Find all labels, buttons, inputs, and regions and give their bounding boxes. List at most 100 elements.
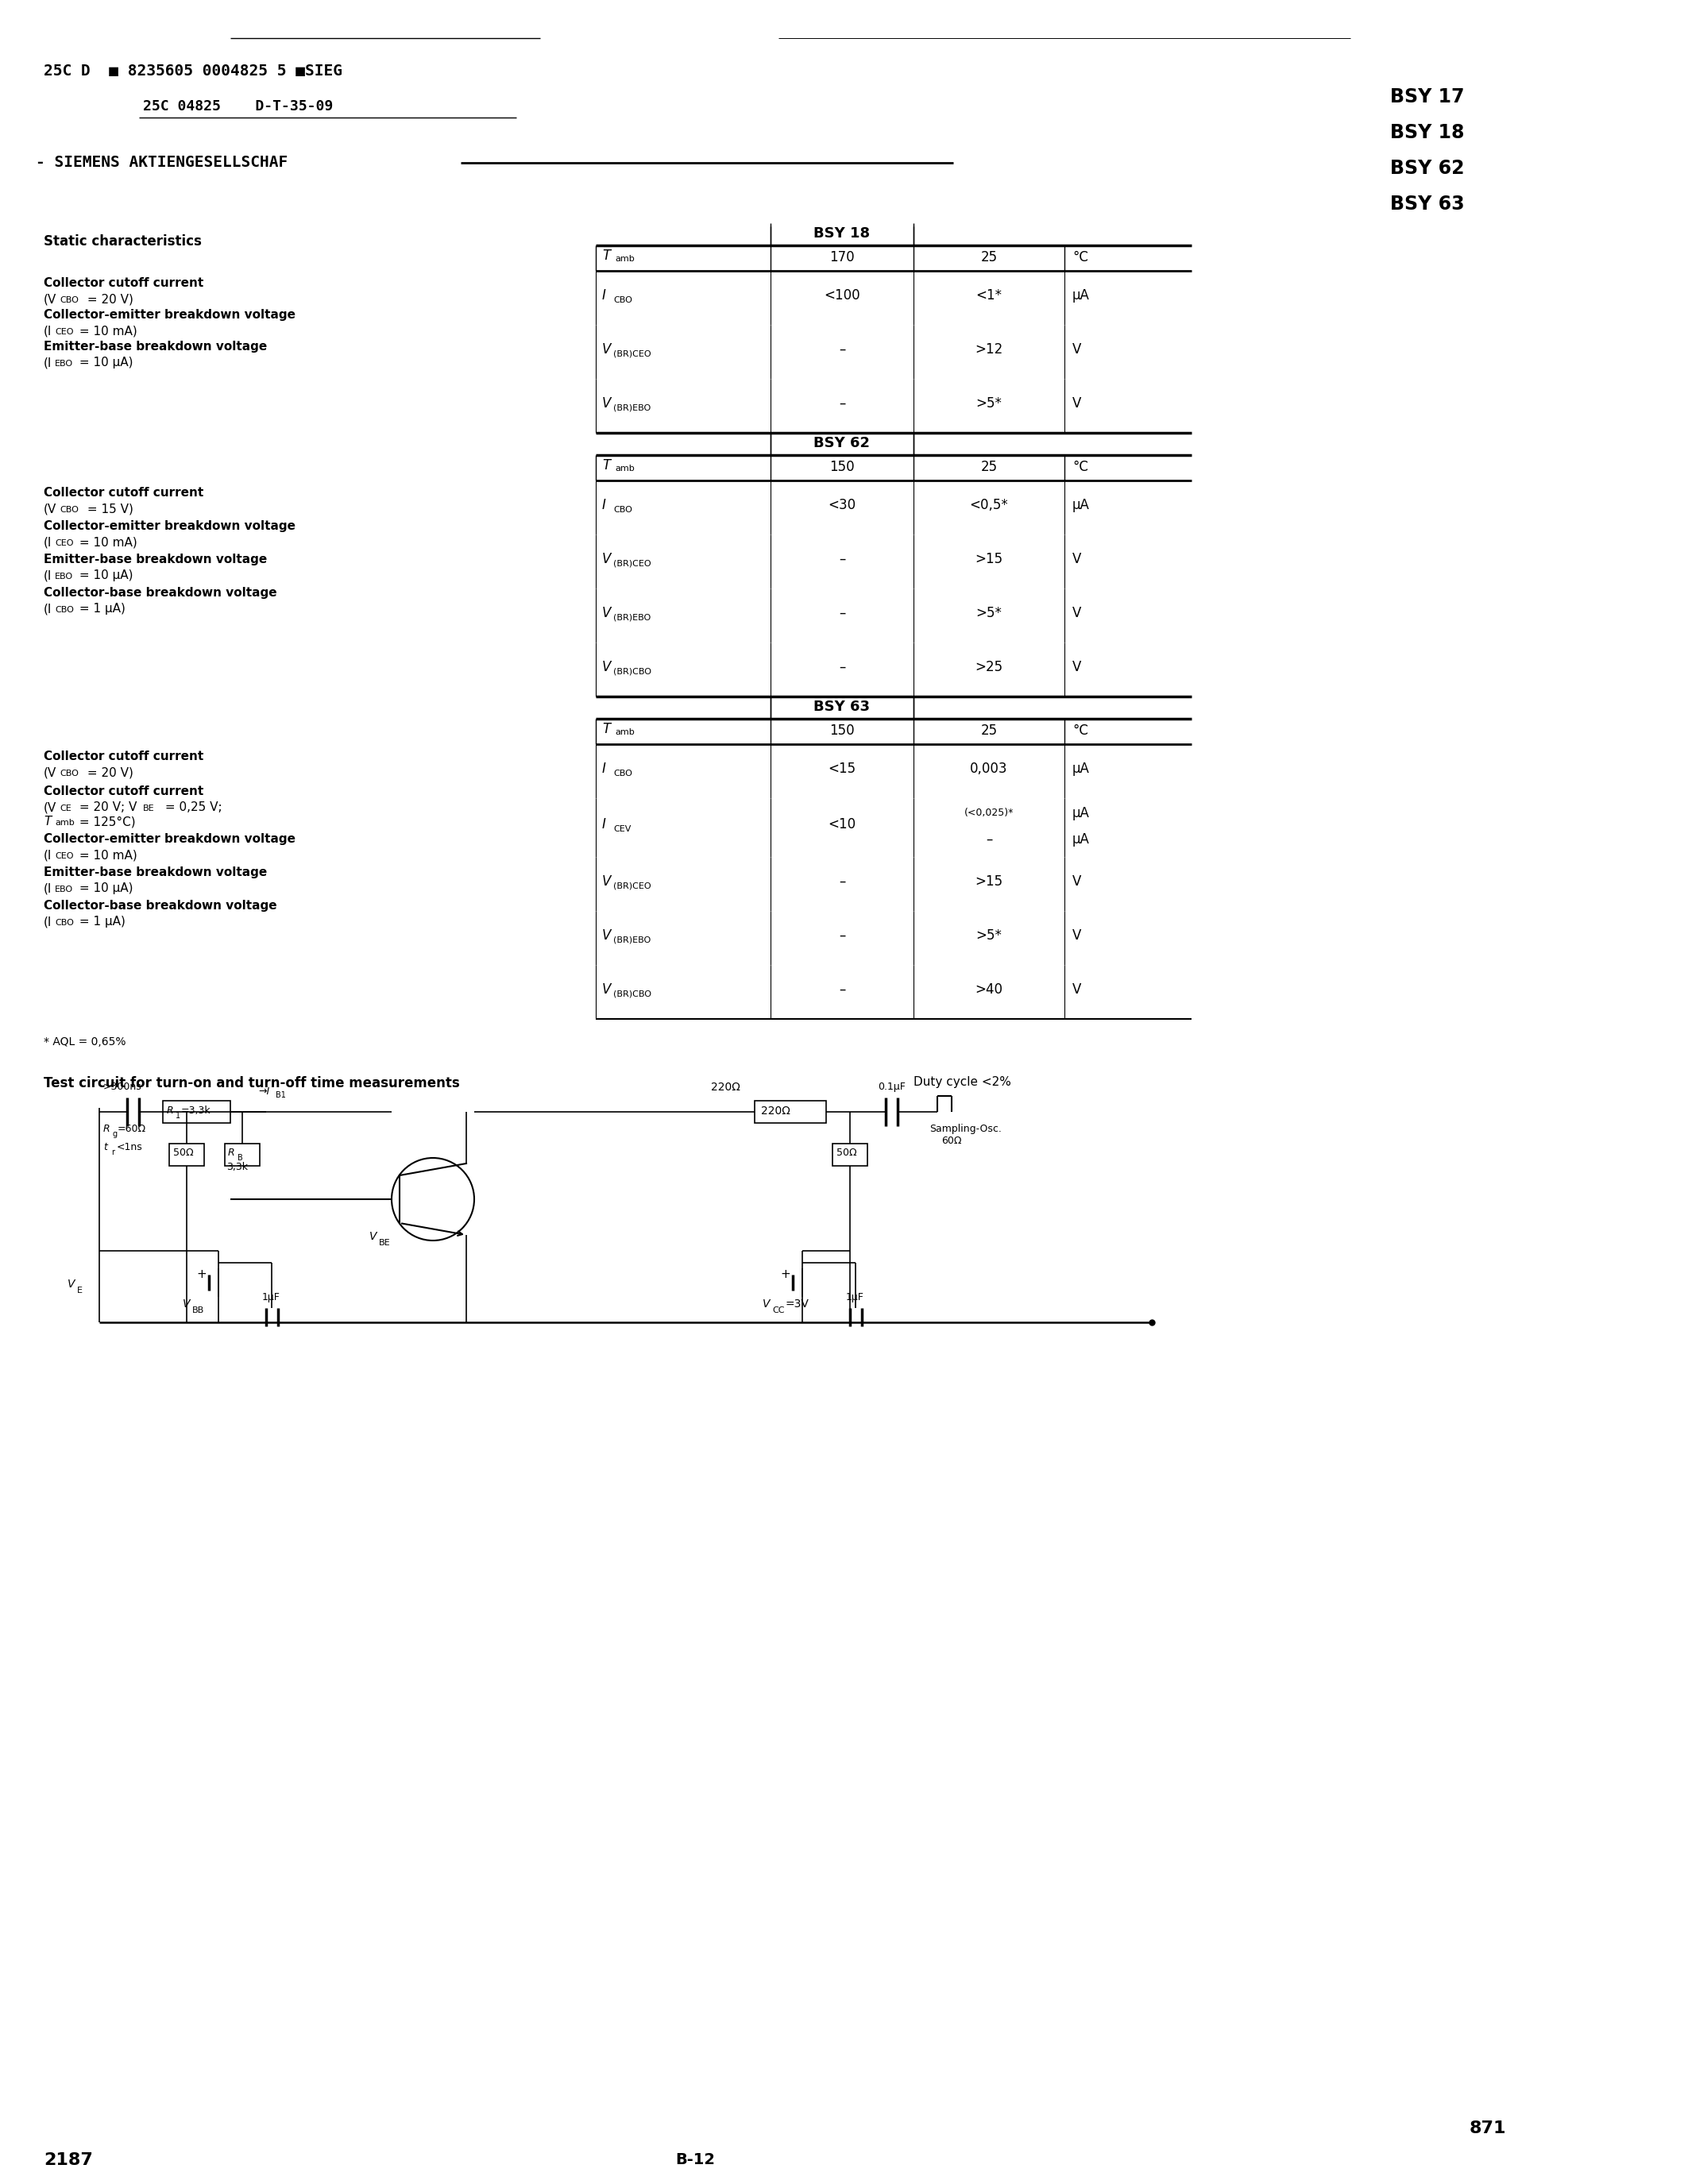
- Text: 150: 150: [829, 723, 854, 738]
- Text: CC: CC: [771, 1306, 785, 1315]
- Text: V: V: [182, 1299, 191, 1310]
- Text: (I: (I: [44, 603, 52, 614]
- Text: EBO: EBO: [54, 360, 73, 367]
- Text: = 10 μA): = 10 μA): [76, 882, 133, 893]
- Text: =60Ω: =60Ω: [118, 1125, 147, 1133]
- Text: R: R: [103, 1125, 110, 1133]
- Text: –: –: [839, 874, 846, 889]
- Text: Collector-emitter breakdown voltage: Collector-emitter breakdown voltage: [44, 832, 295, 845]
- Text: –: –: [839, 660, 846, 675]
- Text: V: V: [603, 343, 611, 356]
- Text: amb: amb: [614, 256, 635, 262]
- Text: 1μF: 1μF: [846, 1293, 864, 1302]
- Text: >40: >40: [976, 983, 1003, 996]
- Text: 170: 170: [829, 251, 854, 264]
- Text: CBO: CBO: [59, 297, 79, 304]
- Text: Sampling-Osc.: Sampling-Osc.: [930, 1125, 1001, 1133]
- Text: Collector cutoff current: Collector cutoff current: [44, 277, 204, 288]
- Text: (V: (V: [44, 767, 57, 778]
- Text: μA: μA: [1072, 288, 1090, 301]
- Text: = 1 μA): = 1 μA): [76, 603, 125, 614]
- Text: I: I: [603, 817, 606, 832]
- Text: amb: amb: [614, 727, 635, 736]
- Text: (V: (V: [44, 502, 57, 515]
- Text: <15: <15: [829, 762, 856, 775]
- Text: =3V: =3V: [785, 1299, 809, 1310]
- Text: CEV: CEV: [613, 826, 631, 834]
- Text: V: V: [1072, 874, 1082, 889]
- Text: >5*: >5*: [976, 395, 1003, 411]
- Text: <0,5*: <0,5*: [969, 498, 1008, 511]
- Text: B1: B1: [275, 1092, 285, 1099]
- Text: I: I: [603, 762, 606, 775]
- Text: μA: μA: [1072, 832, 1090, 847]
- Text: μA: μA: [1072, 762, 1090, 775]
- Text: V: V: [603, 553, 611, 566]
- Text: BSY 63: BSY 63: [814, 699, 871, 714]
- Text: >12: >12: [976, 343, 1003, 356]
- Text: T: T: [44, 815, 51, 828]
- Text: (BR)CEO: (BR)CEO: [613, 349, 652, 358]
- Text: V: V: [603, 395, 611, 411]
- Text: (BR)EBO: (BR)EBO: [613, 937, 652, 943]
- Text: R: R: [228, 1147, 235, 1158]
- Text: = 20 V; V: = 20 V; V: [76, 802, 137, 812]
- Text: Duty cycle <2%: Duty cycle <2%: [913, 1077, 1011, 1088]
- Bar: [169, 1144, 204, 1166]
- Text: BSY 62: BSY 62: [814, 437, 871, 450]
- Text: BE: BE: [378, 1238, 390, 1247]
- Text: (I: (I: [44, 535, 52, 548]
- Text: →I: →I: [258, 1085, 270, 1096]
- Text: (V: (V: [44, 293, 57, 306]
- Text: - SIEMENS AKTIENGESELLSCHAF: - SIEMENS AKTIENGESELLSCHAF: [35, 155, 287, 170]
- Text: BSY 18: BSY 18: [1391, 122, 1465, 142]
- Text: BB: BB: [192, 1306, 204, 1315]
- Text: = 20 V): = 20 V): [83, 293, 133, 306]
- Text: °C: °C: [1072, 723, 1089, 738]
- Bar: [755, 1101, 825, 1123]
- Text: (BR)CBO: (BR)CBO: [613, 989, 652, 998]
- Text: μA: μA: [1072, 806, 1090, 819]
- Text: V: V: [603, 983, 611, 996]
- Text: (I: (I: [44, 356, 52, 369]
- Text: –: –: [839, 553, 846, 566]
- Bar: [832, 1144, 868, 1166]
- Text: Collector-emitter breakdown voltage: Collector-emitter breakdown voltage: [44, 308, 295, 321]
- Text: <10: <10: [829, 817, 856, 832]
- Text: V: V: [1072, 343, 1082, 356]
- Text: CE: CE: [59, 804, 71, 812]
- Text: CEO: CEO: [54, 852, 74, 860]
- Text: CBO: CBO: [54, 919, 74, 926]
- Text: * AQL = 0,65%: * AQL = 0,65%: [44, 1037, 127, 1048]
- Text: = 10 mA): = 10 mA): [76, 850, 137, 860]
- Text: Static characteristics: Static characteristics: [44, 234, 201, 249]
- Text: CBO: CBO: [613, 295, 633, 304]
- Text: Collector-base breakdown voltage: Collector-base breakdown voltage: [44, 587, 277, 598]
- Text: °C: °C: [1072, 251, 1089, 264]
- Text: = 0,25 V;: = 0,25 V;: [162, 802, 223, 812]
- Text: °C: °C: [1072, 461, 1089, 474]
- Text: –: –: [839, 395, 846, 411]
- Text: BSY 62: BSY 62: [1391, 159, 1465, 177]
- Text: 3,3k: 3,3k: [226, 1162, 248, 1173]
- Text: B: B: [238, 1153, 243, 1162]
- Bar: [162, 1101, 230, 1123]
- Text: 2187: 2187: [44, 2151, 93, 2169]
- Text: >300ns: >300ns: [103, 1081, 142, 1092]
- Text: V: V: [1072, 553, 1082, 566]
- Text: Collector cutoff current: Collector cutoff current: [44, 786, 204, 797]
- Text: r: r: [111, 1149, 115, 1155]
- Text: Collector-base breakdown voltage: Collector-base breakdown voltage: [44, 900, 277, 911]
- Text: Test circuit for turn-on and turn-off time measurements: Test circuit for turn-on and turn-off ti…: [44, 1077, 459, 1090]
- Text: +: +: [196, 1269, 206, 1280]
- Text: T: T: [603, 459, 609, 472]
- Text: 1: 1: [176, 1112, 181, 1120]
- Text: V: V: [1072, 395, 1082, 411]
- Text: CBO: CBO: [54, 605, 74, 614]
- Text: –: –: [986, 832, 993, 847]
- Text: CBO: CBO: [59, 769, 79, 778]
- Text: V: V: [1072, 928, 1082, 941]
- Text: (V: (V: [44, 802, 57, 812]
- Text: g: g: [111, 1129, 116, 1138]
- Text: E: E: [78, 1286, 83, 1295]
